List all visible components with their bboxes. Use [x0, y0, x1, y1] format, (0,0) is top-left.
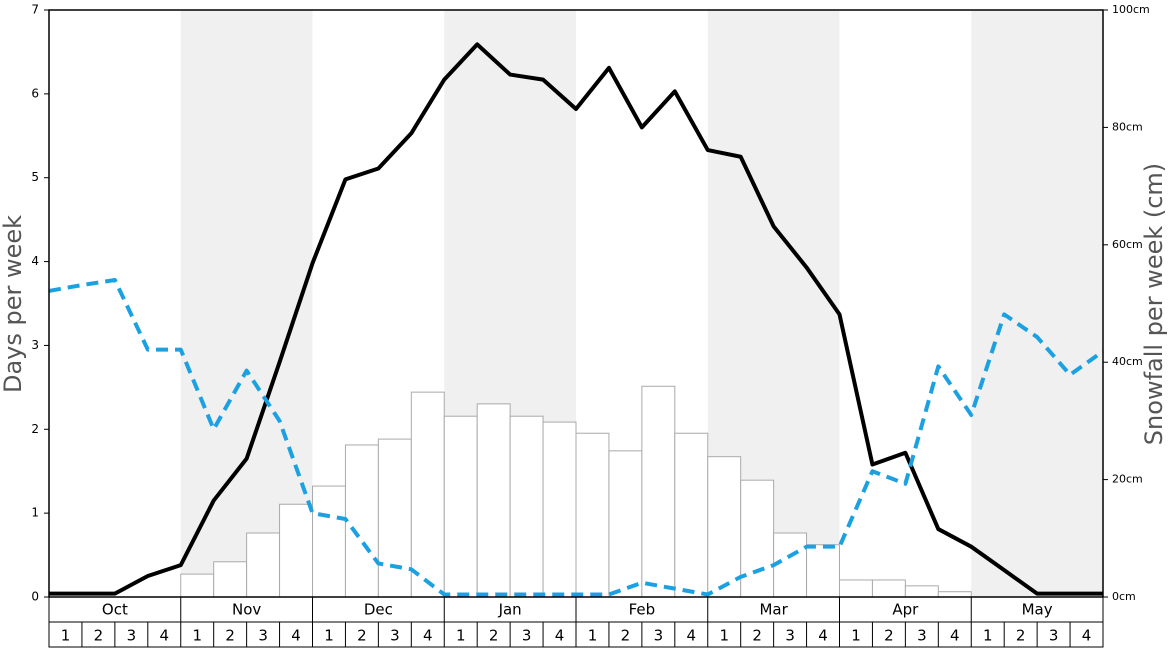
y-tick-label: 4: [31, 254, 39, 268]
week-label: 4: [950, 627, 960, 645]
month-label: Nov: [232, 601, 261, 619]
bar: [542, 421, 577, 598]
y2-tick-label: 100cm: [1112, 3, 1150, 16]
week-label: 1: [588, 627, 598, 645]
y2-tick-label: 0cm: [1112, 590, 1136, 603]
bar: [641, 385, 676, 598]
month-band: [180, 10, 313, 597]
week-label: 4: [555, 627, 565, 645]
month-label: Feb: [629, 601, 656, 619]
bar: [410, 391, 445, 598]
week-label: 3: [127, 627, 137, 645]
bar: [740, 479, 775, 598]
y2-axis-label: Snowfall per week (cm): [1140, 163, 1168, 445]
week-label: 1: [61, 627, 71, 645]
bar: [806, 544, 840, 598]
week-label: 1: [324, 627, 334, 645]
week-label: 3: [1049, 627, 1059, 645]
bar: [773, 532, 808, 598]
week-label: 2: [489, 627, 499, 645]
week-label: 2: [884, 627, 894, 645]
week-label: 1: [719, 627, 729, 645]
week-label: 3: [917, 627, 927, 645]
y-tick-label: 0: [31, 590, 39, 604]
y-tick-label: 2: [31, 422, 39, 436]
bar: [937, 591, 972, 598]
line: [48, 278, 1105, 597]
month-band: [971, 10, 1103, 597]
bar: [608, 450, 643, 598]
week-label: 2: [621, 627, 631, 645]
y-tick-label: 1: [31, 506, 39, 520]
bar: [509, 415, 544, 598]
bar: [246, 532, 281, 598]
bar: [839, 579, 873, 598]
bar: [674, 432, 709, 598]
bar: [213, 561, 248, 598]
y2-tick-label: 80cm: [1112, 120, 1143, 133]
week-label: 2: [225, 627, 235, 645]
bar: [904, 585, 939, 598]
week-label: 3: [390, 627, 400, 645]
y2-tick-label: 40cm: [1112, 355, 1143, 368]
week-label: 1: [192, 627, 202, 645]
week-label: 3: [258, 627, 268, 645]
week-label: 3: [654, 627, 664, 645]
bar: [377, 438, 412, 598]
month-label: Mar: [759, 601, 788, 619]
week-label: 1: [456, 627, 466, 645]
month-label: Apr: [892, 601, 919, 619]
week-label: 4: [818, 627, 828, 645]
week-label: 4: [687, 627, 697, 645]
week-label: 4: [291, 627, 301, 645]
y2-tick-label: 20cm: [1112, 473, 1143, 486]
week-label: 4: [423, 627, 433, 645]
month-label: Dec: [364, 601, 393, 619]
week-label: 3: [785, 627, 795, 645]
bar: [312, 485, 346, 598]
week-label: 4: [1082, 627, 1092, 645]
bar: [180, 573, 215, 598]
week-label: 3: [522, 627, 532, 645]
week-label: 1: [851, 627, 861, 645]
week-label: 2: [94, 627, 104, 645]
bar: [443, 415, 478, 598]
bar: [476, 403, 511, 598]
line: [49, 42, 1103, 596]
week-label: 2: [1016, 627, 1026, 645]
bar: [707, 456, 742, 598]
y-tick-label: 6: [31, 86, 39, 100]
bar: [575, 432, 610, 598]
month-label: May: [1022, 601, 1053, 619]
month-label: Jan: [498, 601, 522, 619]
y2-tick-label: 60cm: [1112, 238, 1143, 251]
bar: [871, 579, 906, 598]
bar: [344, 444, 379, 598]
y-axis-label: Days per week: [0, 215, 27, 393]
bar: [279, 503, 313, 598]
week-label: 4: [160, 627, 170, 645]
y-tick-label: 3: [31, 338, 39, 352]
week-label: 1: [983, 627, 993, 645]
y-tick-label: 5: [31, 170, 39, 184]
month-label: Oct: [102, 601, 128, 619]
week-label: 2: [357, 627, 367, 645]
week-label: 2: [752, 627, 762, 645]
y-tick-label: 7: [31, 3, 39, 17]
